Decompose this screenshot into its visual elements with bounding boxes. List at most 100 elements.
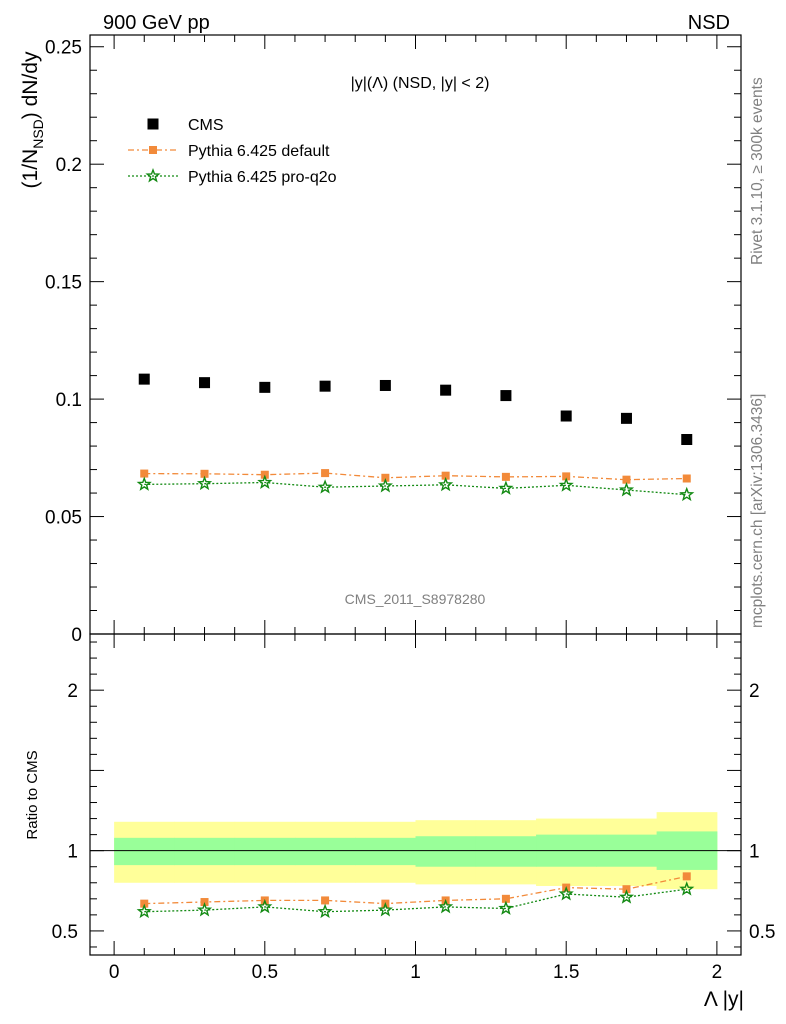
legend-cms-marker: [147, 118, 159, 130]
legend-marker: [149, 146, 157, 154]
ratio-y-tick-label-left: 2: [67, 681, 78, 702]
svg-text:(1/NNSD) dN/dy: (1/NNSD) dN/dy: [19, 51, 46, 188]
main-cms-point: [560, 410, 572, 422]
x-axis-label: Λ |y|: [704, 988, 744, 1011]
ratio-uncertainty-bands: [90, 812, 741, 890]
ratio-y-tick-label-left: 1: [67, 842, 78, 863]
main-pythia-6-425-pro-q2o-point: [196, 475, 213, 491]
ratio-plot-y-tick-labels: 0.5 0.5 1 1 2 2: [52, 681, 776, 943]
main-cms-point: [440, 384, 452, 396]
main-y-tick-label: 0.2: [56, 155, 82, 176]
main-pythia-6-425-pro-q2o-point: [558, 477, 574, 492]
ratio-plot-series: [136, 872, 695, 919]
main-y-tick-label: 0.15: [45, 273, 82, 294]
ratio-y-tick-label-left: 0.5: [52, 922, 78, 943]
ratio-pythia-6-425-default-point: [321, 896, 330, 905]
ratio-y-tick-label-right: 2: [749, 681, 760, 702]
x-tick-label: 0: [109, 962, 120, 983]
main-cms-point: [379, 379, 391, 391]
ratio-pythia-6-425-pro-q2o-point: [257, 898, 273, 914]
ratio-y-tick-label-right: 0.5: [749, 922, 775, 943]
x-tick-label: 2: [712, 962, 723, 983]
ratio-pythia-6-425-pro-q2o-point: [679, 881, 695, 896]
main-pythia-6-425-pro-q2o-point: [377, 478, 393, 493]
ratio-pythia-6-425-default-line: [144, 875, 687, 905]
ratio-band-inner: [174, 837, 236, 866]
ratio-pythia-6-425-default-point: [200, 898, 209, 907]
analysis-watermark: CMS_2011_S8978280: [345, 591, 486, 607]
main-plot-ticks: [90, 35, 741, 635]
main-pythia-6-425-default-point: [562, 472, 571, 481]
ratio-pythia-6-425-pro-q2o-point: [498, 900, 514, 915]
main-plot-title: |y|(Λ) (NSD, |y| < 2): [351, 75, 490, 92]
header-right: NSD: [688, 12, 730, 34]
header-left: 900 GeV pp: [103, 12, 210, 34]
legend: CMS Pythia 6.425 default Pythia 6.425 pro-…: [128, 117, 337, 186]
main-y-tick-label: 0.25: [45, 38, 82, 59]
main-pythia-6-425-pro-q2o-point: [438, 476, 454, 492]
ratio-pythia-6-425-pro-q2o-point: [377, 902, 393, 917]
main-plot-panel: 0 0.05 0.1 0.15 0.2 0.25 |y|(Λ) (NSD, |y| < 2…: [19, 35, 741, 646]
ratio-band-inner: [234, 837, 296, 866]
legend-entry-pythia-6-425-pro-q2o: Pythia 6.425 pro-q2o: [188, 169, 337, 186]
ratio-pythia-6-425-default-point: [140, 899, 149, 908]
main-cms-point: [199, 377, 211, 389]
main-y-tick-label: 0.05: [45, 508, 82, 529]
legend-entry-pythia-6-425-default: Pythia 6.425 default: [188, 143, 330, 160]
main-pythia-6-425-default-point: [200, 469, 209, 478]
ratio-y-tick-label-right: 1: [749, 842, 760, 863]
main-pythia-6-425-default-line: [144, 472, 687, 481]
ratio-band-inner: [355, 837, 416, 866]
main-pythia-6-425-default-point: [682, 474, 691, 483]
main-pythia-6-425-pro-q2o-point: [257, 474, 273, 489]
legend-entry-cms: CMS: [188, 117, 224, 134]
ratio-y-axis-label: Ratio to CMS: [24, 750, 41, 839]
ratio-band-inner: [114, 837, 175, 866]
main-pythia-6-425-default-point: [381, 473, 390, 482]
main-cms-point: [620, 412, 632, 424]
ratio-pythia-6-425-pro-q2o-point: [618, 889, 635, 904]
ratio-pythia-6-425-pro-q2o-point: [196, 902, 213, 917]
ratio-pythia-6-425-pro-q2o-line: [144, 888, 687, 913]
ratio-pythia-6-425-default-point: [682, 872, 691, 881]
x-tick-label: 0.5: [252, 962, 278, 983]
ratio-pythia-6-425-pro-q2o-point: [438, 898, 454, 914]
ratio-pythia-6-425-default-point: [501, 894, 510, 903]
main-pythia-6-425-pro-q2o-point: [317, 479, 333, 494]
main-pythia-6-425-default-point: [501, 472, 510, 481]
ratio-pythia-6-425-pro-q2o-point: [317, 903, 333, 919]
main-pythia-6-425-default-point: [140, 469, 149, 478]
ratio-pythia-6-425-pro-q2o-point: [136, 903, 152, 919]
main-y-tick-label: 0: [71, 625, 82, 646]
main-plot-y-tick-labels: 0 0.05 0.1 0.15 0.2 0.25: [45, 38, 82, 646]
main-plot-series: [136, 373, 695, 502]
mcplots-label: mcplots.cern.ch [arXiv:1306.3436]: [749, 394, 766, 628]
main-cms-point: [138, 373, 150, 385]
main-pythia-6-425-pro-q2o-point: [679, 486, 695, 502]
x-tick-label: 1: [410, 962, 421, 983]
main-plot-y-axis-label: (1/NNSD) dN/dy: [19, 51, 46, 188]
ratio-pythia-6-425-pro-q2o-point: [558, 886, 574, 901]
main-pythia-6-425-pro-q2o-point: [136, 476, 152, 491]
x-tick-label: 1.5: [553, 962, 579, 983]
main-pythia-6-425-default-point: [441, 471, 450, 480]
ratio-plot-panel: 0.5 0.5 1 1 2 2 0 0.5 1 1.5 2 Ratio to CMS Λ |y|: [24, 634, 775, 1011]
legend-marker: [145, 168, 161, 183]
main-cms-point: [319, 380, 331, 392]
main-pythia-6-425-default-point: [622, 475, 631, 484]
main-cms-point: [681, 434, 693, 446]
ratio-plot-ticks: [90, 634, 741, 955]
ratio-band-inner: [294, 837, 356, 866]
main-pythia-6-425-default-point: [321, 469, 330, 478]
ratio-band-inner: [415, 836, 477, 867]
ratio-plot-frame: [89, 633, 742, 956]
main-pythia-6-425-pro-q2o-point: [498, 480, 514, 495]
rivet-label: Rivet 3.1.10, ≥ 300k events: [749, 77, 766, 265]
main-y-tick-label: 0.1: [56, 390, 82, 411]
ratio-band-inner: [475, 836, 537, 867]
ratio-pythia-6-425-default-point: [622, 885, 631, 894]
main-pythia-6-425-pro-q2o-point: [618, 482, 635, 497]
main-cms-point: [259, 381, 271, 393]
x-tick-labels: 0 0.5 1 1.5 2: [109, 962, 722, 983]
